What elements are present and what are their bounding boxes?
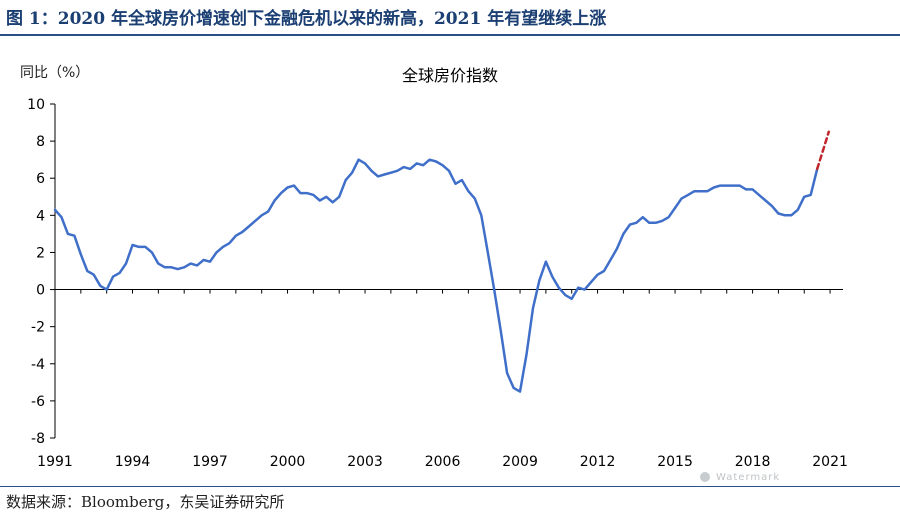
series-line-index <box>53 158 819 393</box>
x-tick-label: 2003 <box>347 454 383 470</box>
figure-title: 图 1：2020 年全球房价增速创下金融危机以来的新高，2021 年有望继续上涨 <box>6 9 607 29</box>
watermark-logo-icon <box>700 472 710 482</box>
y-tick-label: 0 <box>36 283 45 299</box>
source-rule <box>0 486 900 487</box>
y-tick-label: -4 <box>31 357 45 373</box>
y-tick-label: 2 <box>36 245 45 261</box>
series-line-projection <box>815 130 831 171</box>
x-tick-label: 2006 <box>425 454 461 470</box>
x-tick-label: 1991 <box>37 454 73 470</box>
x-tick-label: 2021 <box>812 454 848 470</box>
y-axis-label: 同比（%） <box>20 65 90 81</box>
x-tick-label: 2009 <box>502 454 538 470</box>
chart-title: 全球房价指数 <box>401 66 498 85</box>
y-tick-label: -8 <box>31 431 45 447</box>
x-tick-label: 2018 <box>735 454 771 470</box>
x-tick-label: 1994 <box>115 454 151 470</box>
y-tick-label: -6 <box>31 394 45 410</box>
x-tick-label: 2015 <box>657 454 693 470</box>
y-tick-label: 10 <box>27 97 45 113</box>
x-tick-label: 2000 <box>270 454 306 470</box>
x-tick-label: 2012 <box>580 454 616 470</box>
y-tick-label: 6 <box>36 171 45 187</box>
x-tick-label: 1997 <box>192 454 228 470</box>
source-note: 数据来源：Bloomberg，东吴证券研究所 <box>6 493 285 511</box>
y-tick-label: 4 <box>36 208 45 224</box>
y-tick-label: -2 <box>31 320 45 336</box>
title-rule <box>0 34 900 36</box>
watermark: Watermark <box>700 470 885 484</box>
y-tick-label: 8 <box>36 134 45 150</box>
watermark-text: Watermark <box>716 471 781 483</box>
